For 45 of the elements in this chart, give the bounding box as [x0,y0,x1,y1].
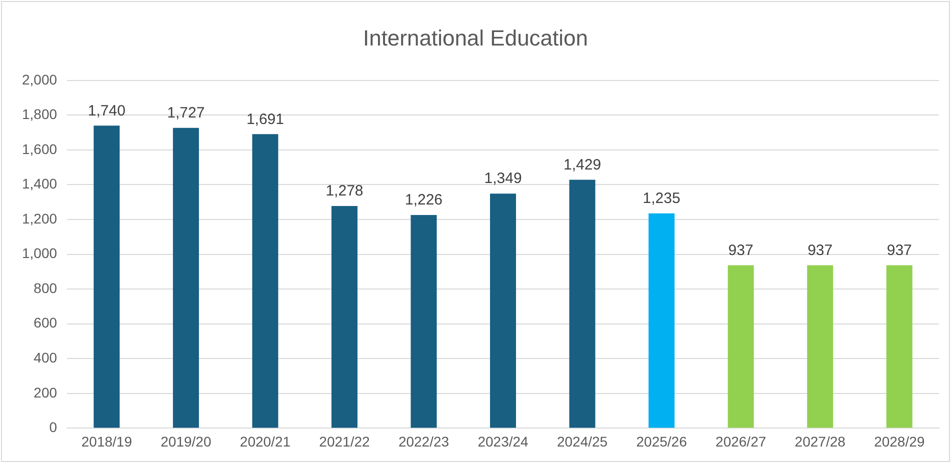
bar [94,126,120,428]
y-tick-label: 0 [49,419,58,436]
bar [728,265,754,428]
data-label: 1,727 [167,104,205,122]
data-label: 1,429 [564,156,602,174]
bar [807,265,834,428]
x-tick-label: 2021/22 [319,433,370,450]
data-label: 1,740 [88,102,126,120]
x-tick-label: 2026/27 [716,433,766,450]
bar [886,265,912,428]
chart-title: International Education [362,25,588,50]
x-tick-label: 2018/19 [81,433,132,450]
data-label: 1,691 [246,110,284,128]
y-tick-label: 800 [34,280,58,296]
y-tick-label: 200 [34,384,58,400]
data-label: 937 [808,242,833,259]
x-tick-label: 2027/28 [794,433,846,450]
y-tick-label: 1,800 [22,106,58,122]
y-tick-label: 1,000 [22,245,58,262]
bar [252,134,278,428]
y-tick-label: 1,400 [22,176,58,192]
x-tick-label: 2028/29 [874,433,925,450]
y-tick-label: 2,000 [22,71,58,88]
bar [410,215,437,428]
x-tick-label: 2023/24 [478,433,529,450]
data-label: 1,278 [326,182,364,200]
x-tick-label: 2020/21 [240,433,291,450]
x-tick-label: 2024/25 [556,433,608,450]
y-tick-label: 1,200 [22,210,58,226]
data-label: 937 [728,242,754,259]
y-tick-label: 600 [34,314,58,331]
bar [648,213,675,428]
bar [331,206,358,428]
bar [172,128,199,428]
y-tick-label: 400 [34,350,58,366]
bar [569,180,596,428]
data-label: 1,235 [642,190,680,208]
x-tick-label: 2025/26 [636,433,688,450]
data-label: 1,349 [484,170,522,188]
x-tick-label: 2022/23 [398,433,450,450]
data-label: 1,226 [404,192,443,209]
y-tick-label: 1,600 [22,140,58,157]
x-tick-label: 2019/20 [160,433,212,450]
bar [490,194,516,428]
data-label: 937 [886,242,912,259]
